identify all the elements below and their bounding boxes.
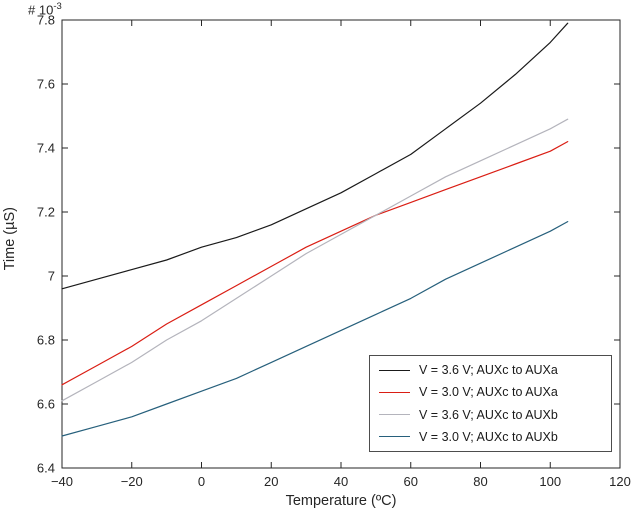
legend-line-sample — [379, 391, 410, 393]
series-line-0 — [61, 22, 569, 290]
plot-frame — [61, 19, 621, 469]
y-axis-label: Time (µS) — [2, 207, 18, 271]
x-tick-label: 80 — [473, 474, 487, 489]
y-tick-label: 7.8 — [37, 13, 55, 28]
y-tick-label: 7 — [48, 269, 55, 284]
legend-label: V = 3.6 V; AUXc to AUXb — [419, 407, 558, 422]
series-line-1 — [61, 141, 569, 386]
x-tick-label: 0 — [198, 474, 205, 489]
x-axis-label: Temperature (ºC) — [285, 493, 397, 509]
legend-entry: V = 3.6 V; AUXc to AUXb — [379, 404, 611, 425]
x-tick-label: −20 — [121, 474, 143, 489]
legend-line-sample — [379, 436, 410, 438]
legend-line-sample — [379, 369, 410, 371]
x-tick-label: 40 — [334, 474, 348, 489]
x-tick-label: −40 — [51, 474, 73, 489]
x-tick-label: 100 — [539, 474, 561, 489]
y-tick-label: 6.6 — [37, 397, 55, 412]
y-tick-label: 7.6 — [37, 77, 55, 92]
legend-entry: V = 3.0 V; AUXc to AUXa — [379, 382, 611, 403]
y-tick-label: 7.4 — [37, 141, 55, 156]
x-tick-label: 60 — [404, 474, 418, 489]
legend-entry: V = 3.0 V; AUXc to AUXb — [379, 426, 611, 447]
y-tick-label: 6.4 — [37, 461, 55, 476]
exponent-prefix: # 10 — [28, 2, 54, 18]
legend-label: V = 3.6 V; AUXc to AUXa — [419, 363, 558, 378]
exponent-value: -3 — [53, 1, 62, 12]
y-tick-label: 7.2 — [37, 205, 55, 220]
series-line-2 — [61, 118, 569, 402]
y-axis-exponent-label: # 10-3 — [28, 1, 62, 17]
x-tick-label: 20 — [264, 474, 278, 489]
series-line-3 — [61, 221, 569, 437]
x-tick-label: 120 — [609, 474, 631, 489]
legend-label: V = 3.0 V; AUXc to AUXb — [419, 429, 558, 444]
legend-line-sample — [379, 414, 410, 416]
legend: V = 3.6 V; AUXc to AUXa V = 3.0 V; AUXc t… — [369, 355, 612, 452]
legend-label: V = 3.0 V; AUXc to AUXa — [419, 385, 558, 400]
y-tick-label: 6.8 — [37, 333, 55, 348]
legend-entry: V = 3.6 V; AUXc to AUXa — [379, 360, 611, 381]
